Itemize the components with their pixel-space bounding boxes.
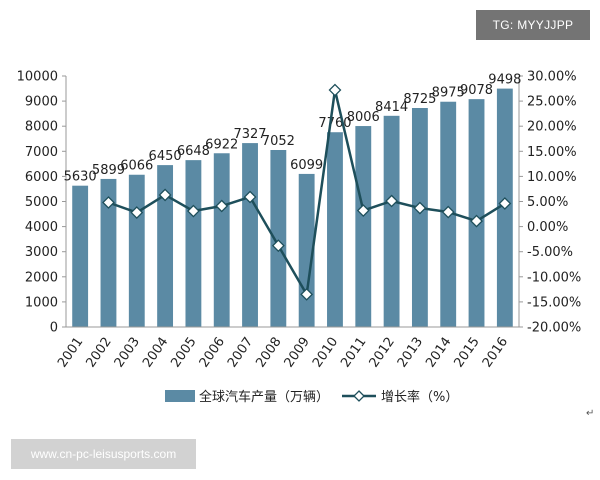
bar-2005: [185, 160, 202, 327]
growth-point-2010: [328, 83, 342, 97]
right-tick-label: -10.00%: [527, 270, 581, 285]
right-tick-label: 0.00%: [527, 220, 568, 235]
bar-series: [72, 88, 513, 328]
growth-point-2008: [271, 239, 285, 253]
x-tick-label-2008: 2008: [253, 335, 284, 371]
bar-2010: [327, 132, 343, 327]
bar-2012: [383, 115, 400, 328]
left-tick-label: 1000: [25, 295, 58, 310]
left-tick-label: 4000: [25, 220, 58, 235]
x-tick-label-2010: 2010: [310, 335, 341, 371]
legend-bar-label: 全球汽车产量（万辆）: [199, 389, 329, 405]
left-tick-label: 6000: [25, 170, 58, 185]
legend: 全球汽车产量（万辆） 增长率（%）: [165, 389, 458, 405]
right-tick-label: 15.00%: [527, 145, 577, 160]
bar-label-2012: 8414: [375, 100, 408, 115]
bar-data-labels: 5630589960666450664869227327705260997760…: [64, 73, 522, 185]
x-tick-label-2009: 2009: [282, 335, 313, 371]
left-tick-label: 3000: [25, 245, 58, 260]
x-tick-label-2012: 2012: [367, 335, 398, 371]
left-tick-label: 8000: [25, 120, 58, 135]
x-tick-label-2014: 2014: [423, 335, 454, 371]
growth-point-2014: [441, 205, 455, 219]
x-axis: 2001200220032004200520062007200820092010…: [55, 326, 519, 371]
growth-point-2002: [102, 196, 115, 209]
growth-point-2015: [470, 214, 483, 228]
growth-point-2009: [300, 287, 314, 301]
left-tick-label: 0: [50, 321, 58, 336]
tg-badge: TG: MYYJJPP: [476, 10, 590, 40]
x-tick-label-2007: 2007: [225, 335, 256, 371]
left-tick-label: 9000: [25, 95, 58, 110]
bar-label-2004: 6450: [149, 149, 182, 164]
bar-2003: [128, 174, 145, 327]
x-tick-label-2016: 2016: [480, 335, 511, 371]
right-tick-label: -15.00%: [527, 295, 581, 310]
growth-point-2005: [186, 204, 200, 218]
growth-point-2007: [243, 190, 257, 204]
bar-label-2006: 6922: [205, 137, 238, 152]
growth-point-2003: [130, 206, 144, 219]
x-tick-label-2005: 2005: [168, 335, 199, 371]
bar-label-2011: 8006: [347, 110, 380, 125]
growth-point-2006: [215, 199, 229, 213]
right-tick-label: 5.00%: [527, 195, 568, 210]
growth-point-2011: [356, 204, 370, 217]
bar-label-2005: 6648: [177, 144, 210, 159]
bar-label-2002: 5899: [92, 163, 125, 178]
bar-label-2001: 5630: [64, 170, 97, 185]
right-tick-label: 30.00%: [527, 70, 577, 85]
x-tick-label-2013: 2013: [395, 335, 426, 371]
bar-2013: [411, 108, 428, 327]
bar-label-2003: 6066: [120, 159, 153, 174]
left-axis: 0 1000 2000 3000 4000 5000 6000 7000 8000 9000 100…: [17, 70, 67, 336]
right-tick-label: 10.00%: [527, 170, 577, 185]
bar-label-2013: 8725: [403, 92, 436, 107]
x-tick-label-2015: 2015: [452, 335, 483, 371]
x-tick-label-2003: 2003: [112, 335, 143, 371]
x-tick-label-2001: 2001: [55, 335, 86, 371]
left-tick-label: 10000: [17, 70, 58, 85]
x-tick-label-2011: 2011: [338, 335, 369, 371]
growth-line-series: [102, 83, 512, 301]
bar-2006: [213, 153, 230, 327]
right-tick-label: -5.00%: [527, 245, 573, 260]
x-tick-label-2006: 2006: [197, 335, 228, 371]
bar-label-2014: 8975: [432, 86, 465, 101]
bar-2008: [270, 149, 287, 327]
bar-2001: [72, 185, 89, 327]
growth-point-2004: [158, 188, 172, 202]
right-tick-label: 25.00%: [527, 95, 577, 110]
left-tick-label: 2000: [25, 270, 58, 285]
left-tick-label: 5000: [25, 195, 58, 210]
bar-label-2007: 7327: [233, 127, 266, 142]
bar-label-2016: 9498: [488, 73, 521, 88]
bar-label-2015: 9078: [460, 83, 493, 98]
right-tick-label: -20.00%: [527, 321, 581, 336]
x-tick-label-2004: 2004: [140, 335, 171, 371]
right-tick-label: 20.00%: [527, 120, 577, 135]
bar-2011: [355, 126, 372, 327]
legend-line-marker: [353, 390, 365, 402]
legend-bar-swatch: [165, 390, 195, 402]
growth-point-2016: [498, 197, 512, 210]
bar-2002: [100, 178, 117, 327]
legend-line-label: 增长率（%）: [381, 389, 458, 405]
bar-label-2009: 6099: [290, 158, 323, 173]
bar-2007: [242, 143, 258, 327]
bar-2015: [468, 99, 485, 327]
bar-label-2008: 7052: [262, 134, 295, 149]
right-axis: -20.00% -15.00% -10.00% -5.00% 0.00% 5.00% 10.…: [518, 70, 581, 336]
left-tick-label: 7000: [25, 145, 58, 160]
corner-mark: ↵: [586, 408, 595, 419]
bar-2004: [157, 165, 174, 327]
growth-point-2013: [413, 201, 427, 215]
growth-point-2012: [385, 194, 399, 208]
x-tick-label-2002: 2002: [83, 335, 114, 371]
website-badge: www.cn-pc-leisusports.com: [11, 439, 196, 469]
